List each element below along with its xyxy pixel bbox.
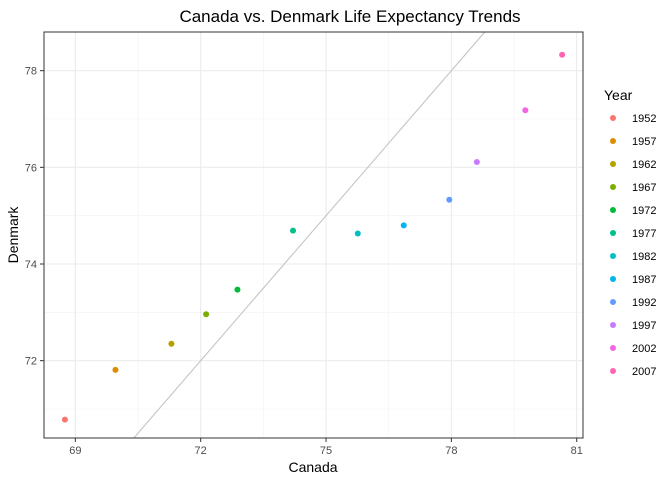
x-tick-label: 69 bbox=[69, 445, 81, 457]
legend-label-1982: 1982 bbox=[632, 251, 656, 263]
x-axis-ticks: 69 72 75 78 81 bbox=[69, 438, 583, 457]
legend-label-2002: 2002 bbox=[632, 343, 656, 355]
legend-key-2002 bbox=[610, 345, 616, 351]
data-point-1957 bbox=[112, 366, 119, 373]
legend-key-1982 bbox=[610, 253, 616, 259]
data-point-1972 bbox=[234, 286, 241, 293]
reference-line-group bbox=[133, 31, 486, 439]
legend-key-1972 bbox=[610, 207, 616, 213]
legend-key-1952 bbox=[610, 115, 616, 121]
x-tick-label: 75 bbox=[320, 445, 332, 457]
legend-label-1987: 1987 bbox=[632, 274, 656, 286]
plot-panel bbox=[44, 32, 583, 438]
x-tick-label: 72 bbox=[195, 445, 207, 457]
grid-minor bbox=[44, 32, 583, 438]
legend-key-1997 bbox=[610, 322, 616, 328]
legend-key-1962 bbox=[610, 161, 616, 167]
data-point-2007 bbox=[559, 51, 566, 58]
legend-key-1967 bbox=[610, 184, 616, 190]
data-point-1992 bbox=[446, 196, 453, 203]
legend-label-1962: 1962 bbox=[632, 159, 656, 171]
legend-key-2007 bbox=[610, 368, 616, 374]
legend-label-1952: 1952 bbox=[632, 113, 656, 125]
data-points bbox=[61, 51, 566, 423]
y-tick-label: 78 bbox=[25, 66, 37, 78]
reference-line bbox=[133, 31, 486, 439]
legend-key-1977 bbox=[610, 230, 616, 236]
legend-key-1957 bbox=[610, 138, 616, 144]
legend-label-1992: 1992 bbox=[632, 297, 656, 309]
data-point-1982 bbox=[354, 230, 361, 237]
data-point-1967 bbox=[203, 311, 210, 318]
legend-title: Year bbox=[604, 87, 633, 103]
legend-key-1992 bbox=[610, 299, 616, 305]
plot-border bbox=[43, 31, 584, 439]
data-point-1987 bbox=[400, 222, 407, 229]
data-point-2002 bbox=[522, 107, 529, 114]
legend-label-2007: 2007 bbox=[632, 366, 656, 378]
data-point-1952 bbox=[61, 416, 68, 423]
legend-label-1957: 1957 bbox=[632, 136, 656, 148]
legend-label-1972: 1972 bbox=[632, 205, 656, 217]
chart-title: Canada vs. Denmark Life Expectancy Trend… bbox=[179, 7, 520, 26]
data-point-1977 bbox=[290, 227, 297, 234]
legend-label-1977: 1977 bbox=[632, 228, 656, 240]
legend: 1952 1957 1962 1967 1972 1977 1982 1987 1992 1997… bbox=[610, 113, 656, 378]
grid-major bbox=[44, 32, 583, 438]
x-axis-title: Canada bbox=[288, 459, 337, 475]
x-tick-label: 78 bbox=[445, 445, 457, 457]
y-axis-title: Denmark bbox=[5, 206, 21, 264]
data-point-1962 bbox=[168, 340, 175, 347]
y-axis-ticks: 72 74 76 78 bbox=[25, 66, 44, 368]
x-tick-label: 81 bbox=[571, 445, 583, 457]
y-tick-label: 72 bbox=[25, 356, 37, 368]
data-point-1997 bbox=[473, 159, 480, 166]
legend-label-1997: 1997 bbox=[632, 320, 656, 332]
y-tick-label: 76 bbox=[25, 162, 37, 174]
legend-label-1967: 1967 bbox=[632, 182, 656, 194]
legend-key-1987 bbox=[610, 276, 616, 282]
y-tick-label: 74 bbox=[25, 259, 37, 271]
